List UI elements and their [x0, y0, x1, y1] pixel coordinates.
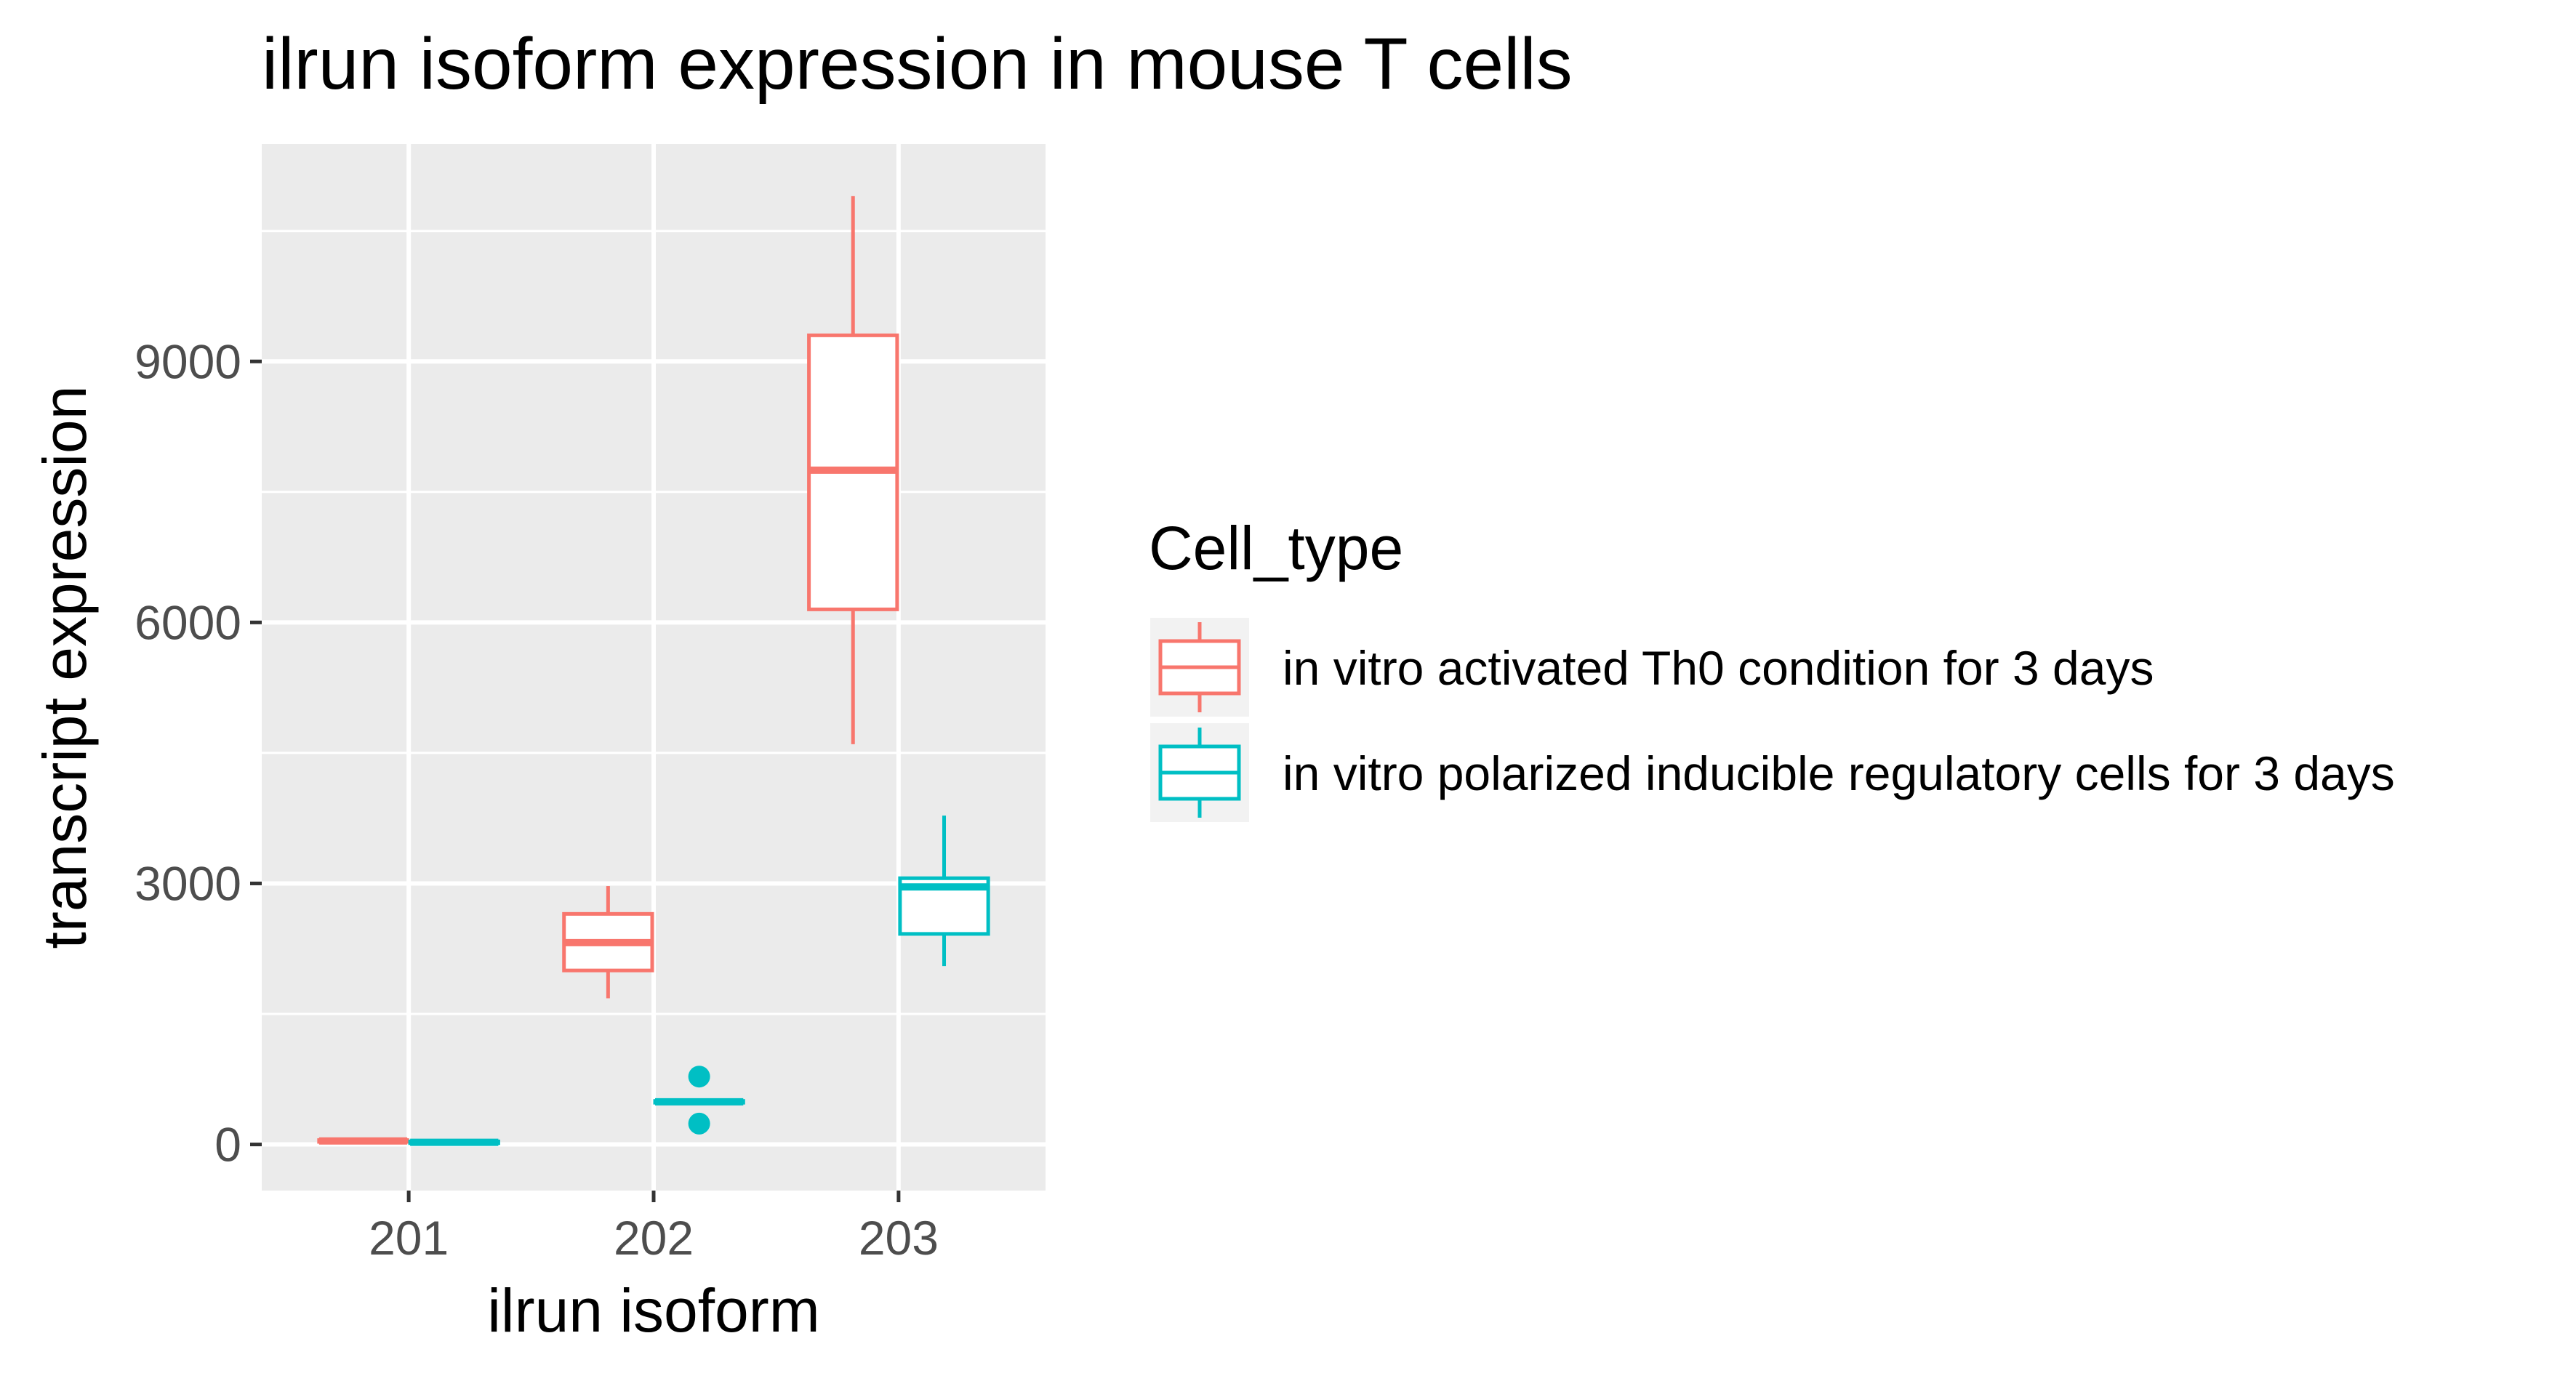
x-axis-ticks: 201 202 203 [369, 1191, 939, 1265]
y-tick-label: 3000 [135, 856, 241, 910]
legend: Cell_type in vitro activated Th0 conditi… [1149, 514, 2395, 822]
x-tick-label: 203 [859, 1211, 939, 1265]
x-axis-title: ilrun isoform [487, 1276, 819, 1345]
x-tick-label: 201 [369, 1211, 449, 1265]
boxplot [562, 886, 654, 999]
boxplot [653, 1066, 745, 1135]
legend-label: in vitro polarized inducible regulatory … [1283, 746, 2395, 800]
y-tick-label: 9000 [135, 334, 241, 388]
y-tick-label: 0 [214, 1118, 241, 1172]
major-gridlines [262, 144, 1046, 1191]
boxplot [317, 1137, 409, 1145]
legend-item: in vitro activated Th0 condition for 3 d… [1150, 618, 2154, 717]
y-axis-title: transcript expression [31, 386, 99, 949]
y-tick-label: 6000 [135, 595, 241, 649]
boxplot [898, 816, 990, 967]
outlier-point [688, 1066, 710, 1088]
legend-title: Cell_type [1149, 514, 1403, 582]
chart-title: ilrun isoform expression in mouse T cell… [262, 23, 1573, 105]
legend-items: in vitro activated Th0 condition for 3 d… [1150, 618, 2395, 822]
legend-item: in vitro polarized inducible regulatory … [1150, 723, 2395, 822]
boxplot [807, 196, 899, 744]
x-tick-label: 202 [614, 1211, 694, 1265]
outlier-point [688, 1112, 710, 1135]
boxplot [408, 1138, 500, 1146]
y-axis-ticks: 0 3000 6000 9000 [135, 334, 262, 1172]
box-layer [317, 196, 990, 1146]
legend-label: in vitro activated Th0 condition for 3 d… [1283, 641, 2154, 695]
